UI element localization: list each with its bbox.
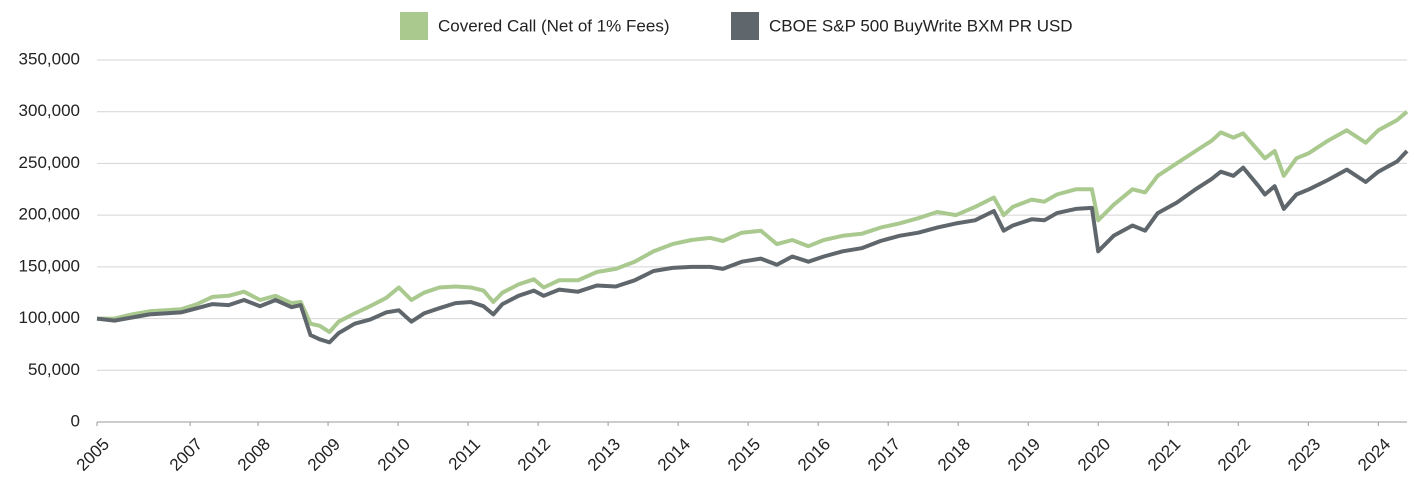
x-tick-label: 2013 xyxy=(584,435,624,475)
x-tick-label: 2008 xyxy=(234,435,274,475)
y-tick-label: 300,000 xyxy=(19,101,80,120)
legend-swatch xyxy=(400,12,428,40)
y-tick-label: 100,000 xyxy=(19,308,80,327)
x-tick-label: 2010 xyxy=(374,435,414,475)
x-tick-label: 2022 xyxy=(1214,435,1254,475)
x-tick-label: 2024 xyxy=(1354,435,1394,475)
x-tick-label: 2016 xyxy=(794,435,834,475)
x-tick-label: 2018 xyxy=(934,435,974,475)
x-tick-label: 2014 xyxy=(654,435,694,475)
series-line xyxy=(97,110,1409,334)
y-tick-label: 200,000 xyxy=(19,205,80,224)
legend-label: Covered Call (Net of 1% Fees) xyxy=(438,16,669,35)
y-tick-label: 350,000 xyxy=(19,49,80,68)
x-tick-label: 2015 xyxy=(724,435,764,475)
x-tick-label: 2009 xyxy=(304,435,344,475)
x-tick-label: 2023 xyxy=(1284,435,1324,475)
x-tick-label: 2017 xyxy=(864,435,904,475)
x-tick-label: 2007 xyxy=(166,435,206,475)
y-tick-label: 150,000 xyxy=(19,256,80,275)
x-tick-label: 2012 xyxy=(514,435,554,475)
x-tick-label: 2021 xyxy=(1144,435,1184,475)
legend-label: CBOE S&P 500 BuyWrite BXM PR USD xyxy=(769,16,1073,35)
x-tick-label: 2020 xyxy=(1074,435,1114,475)
legend-swatch xyxy=(731,12,759,40)
x-tick-label: 2019 xyxy=(1004,435,1044,475)
y-tick-label: 50,000 xyxy=(28,360,80,379)
y-tick-label: 0 xyxy=(71,411,80,430)
y-tick-label: 250,000 xyxy=(19,153,80,172)
series-line xyxy=(96,149,1409,345)
x-tick-label: 2005 xyxy=(73,435,113,475)
x-tick-label: 2011 xyxy=(445,435,484,474)
